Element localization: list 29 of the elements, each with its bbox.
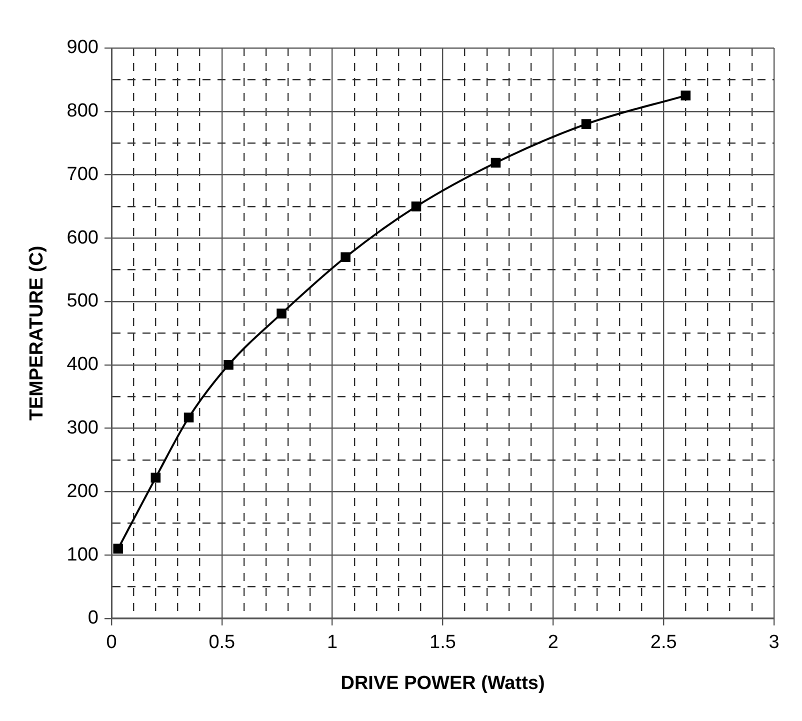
point: [411, 202, 422, 212]
y-tick-label: 300: [66, 418, 98, 438]
y-tick-label: 500: [66, 290, 98, 312]
point: [224, 360, 234, 370]
point: [581, 119, 592, 129]
x-axis-title: DRIVE POWER (Watts): [340, 672, 545, 694]
y-tick-label: 0: [88, 608, 98, 629]
y-tick-label: 600: [66, 227, 98, 248]
x-tick-label: 3: [768, 632, 780, 654]
y-tick-label: 400: [66, 354, 98, 376]
x-tick-label: 0.5: [208, 632, 236, 654]
point: [490, 158, 501, 168]
y-tick-label: 900: [66, 37, 98, 58]
y-tick-label: 700: [66, 164, 98, 185]
y-tick-label: 200: [66, 480, 98, 502]
x-tick-label: 0: [106, 632, 117, 654]
point: [150, 472, 161, 483]
point: [680, 90, 691, 100]
x-tick-label: 2.5: [650, 632, 677, 654]
y-axis-title: TEMPERATURE (C): [26, 246, 48, 421]
x-tick-label: 2: [548, 632, 558, 654]
point: [276, 308, 286, 318]
point: [113, 544, 124, 554]
point: [340, 252, 350, 262]
x-tick-label: 1.5: [430, 632, 456, 654]
point: [184, 412, 194, 422]
y-tick-label: 800: [66, 100, 98, 122]
x-tick-label: 1: [327, 632, 338, 654]
y-tick-label: 100: [66, 544, 98, 566]
